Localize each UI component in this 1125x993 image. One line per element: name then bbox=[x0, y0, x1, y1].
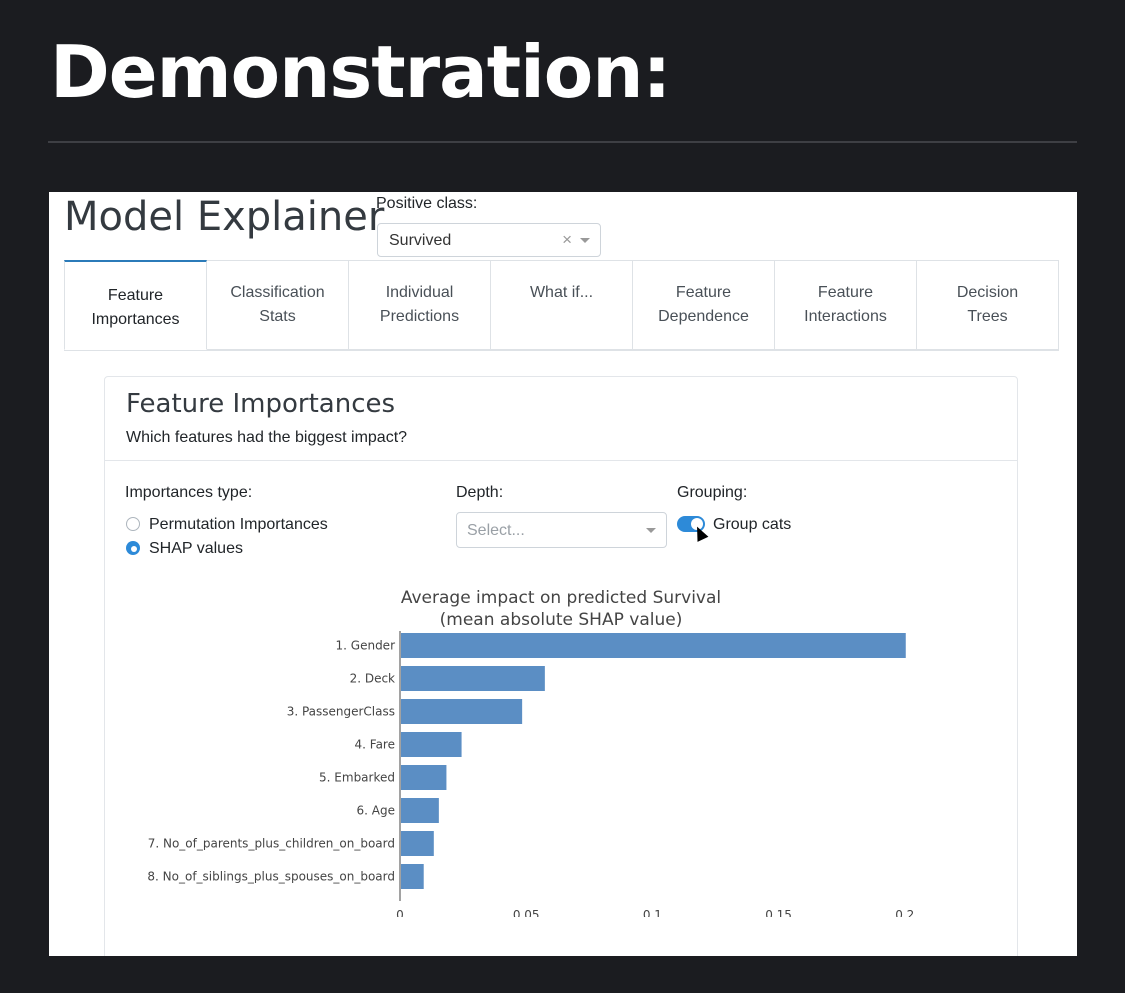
y-tick-label: 2. Deck bbox=[350, 672, 395, 686]
grouping-label: Grouping: bbox=[677, 484, 748, 501]
y-tick-label: 1. Gender bbox=[336, 639, 396, 653]
chevron-down-icon[interactable] bbox=[646, 528, 656, 533]
tab-individual-predictions[interactable]: Individual Predictions bbox=[349, 260, 491, 350]
tab-feature-importances[interactable]: Feature Importances bbox=[64, 260, 207, 350]
bar-6 bbox=[401, 798, 439, 823]
tab-label: Predictions bbox=[379, 308, 460, 325]
x-tick-label: 0.15 bbox=[765, 908, 792, 917]
tab-label: Decision bbox=[956, 284, 1019, 301]
y-tick-label: 8. No_of_siblings_plus_spouses_on_board bbox=[147, 870, 395, 884]
tab-label: Feature bbox=[107, 287, 164, 304]
card-title: Feature Importances bbox=[126, 389, 396, 419]
tab-decision-trees[interactable]: Decision Trees bbox=[917, 260, 1059, 350]
chevron-down-icon[interactable] bbox=[580, 238, 590, 243]
slide-title: Demonstration: bbox=[50, 30, 671, 114]
bar-2 bbox=[401, 666, 545, 691]
bar-1 bbox=[401, 633, 906, 658]
tab-feature-interactions[interactable]: Feature Interactions bbox=[775, 260, 917, 350]
positive-class-select[interactable]: Survived × bbox=[377, 223, 601, 257]
dashboard-panel: Model Explainer Positive class: Survived… bbox=[49, 192, 1077, 956]
bar-3 bbox=[401, 699, 523, 724]
x-tick-label: 0 bbox=[396, 908, 404, 917]
bar-7 bbox=[401, 831, 434, 856]
y-tick-label: 3. PassengerClass bbox=[287, 705, 395, 719]
y-tick-label: 7. No_of_parents_plus_children_on_board bbox=[148, 837, 395, 851]
radio-permutation-importances[interactable] bbox=[126, 517, 140, 531]
app-title: Model Explainer bbox=[64, 194, 385, 240]
radio-label-permutation[interactable]: Permutation Importances bbox=[149, 516, 328, 533]
card-header: Feature Importances Which features had t… bbox=[105, 377, 1017, 461]
tab-feature-dependence[interactable]: Feature Dependence bbox=[633, 260, 775, 350]
x-tick-label: 0.2 bbox=[895, 908, 914, 917]
tab-label: Stats bbox=[259, 308, 296, 325]
y-tick-label: 4. Fare bbox=[355, 738, 395, 752]
tab-label: Dependence bbox=[658, 308, 749, 325]
tab-label: Interactions bbox=[804, 308, 887, 325]
tab-label: Feature bbox=[675, 284, 732, 301]
tab-label: Importances bbox=[91, 311, 180, 328]
radio-shap-values[interactable] bbox=[126, 541, 140, 555]
feature-importances-card: Feature Importances Which features had t… bbox=[104, 376, 1018, 956]
y-tick-label: 5. Embarked bbox=[319, 771, 395, 785]
tab-classification-stats[interactable]: Classification Stats bbox=[207, 260, 349, 350]
tab-bar: Feature Importances Classification Stats… bbox=[64, 260, 1059, 351]
depth-label: Depth: bbox=[456, 484, 504, 501]
tab-label: What if... bbox=[529, 284, 594, 301]
slide-divider bbox=[48, 141, 1077, 143]
tab-label: Classification bbox=[230, 284, 325, 301]
y-tick-label: 6. Age bbox=[357, 804, 395, 818]
x-tick-label: 0.1 bbox=[643, 908, 662, 917]
depth-select[interactable]: Select... bbox=[456, 512, 667, 548]
positive-class-label: Positive class: bbox=[376, 195, 478, 212]
radio-label-shap[interactable]: SHAP values bbox=[149, 540, 243, 557]
card-subtitle: Which features had the biggest impact? bbox=[126, 429, 408, 446]
clear-icon[interactable]: × bbox=[562, 230, 572, 249]
group-cats-toggle[interactable] bbox=[677, 516, 705, 532]
feature-importance-chart: Average impact on predicted Survival (me… bbox=[147, 588, 914, 917]
positive-class-value: Survived bbox=[389, 232, 452, 249]
group-cats-label[interactable]: Group cats bbox=[713, 516, 792, 533]
chart-subtitle: (mean absolute SHAP value) bbox=[440, 610, 683, 630]
bar-5 bbox=[401, 765, 447, 790]
tab-label: Individual bbox=[385, 284, 454, 301]
x-tick-label: 0.05 bbox=[513, 908, 540, 917]
tab-label: Trees bbox=[967, 308, 1008, 325]
mouse-cursor-icon bbox=[691, 524, 709, 542]
importances-type-label: Importances type: bbox=[125, 484, 253, 501]
chart-title: Average impact on predicted Survival bbox=[401, 588, 721, 608]
bar-4 bbox=[401, 732, 462, 757]
bar-8 bbox=[401, 864, 424, 889]
tab-label: Feature bbox=[817, 284, 874, 301]
tab-what-if[interactable]: What if... bbox=[491, 260, 633, 350]
depth-placeholder: Select... bbox=[467, 522, 525, 539]
